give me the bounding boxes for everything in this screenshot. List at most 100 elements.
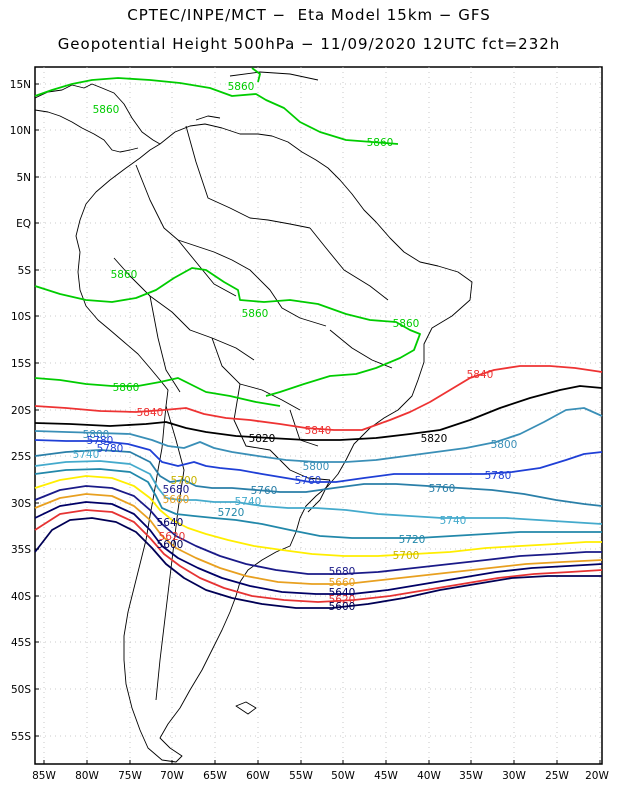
chart-title: CPTEC/INPE/MCT − Eta Model 15km − GFS	[127, 6, 491, 24]
lat-label: 55S	[11, 731, 31, 743]
lat-label: 15N	[10, 79, 31, 91]
contour-label-5620: 5620	[159, 531, 186, 543]
contour-label-5860: 5860	[93, 104, 120, 116]
contour-label-5800: 5800	[491, 439, 518, 451]
contour-label-5600: 5600	[157, 539, 184, 551]
coast-central-america-pacific	[34, 109, 139, 153]
lat-label: 10N	[10, 125, 31, 137]
contour-5820	[34, 385, 603, 441]
lat-label: 25S	[11, 451, 31, 463]
coast-caribbean-islands	[229, 71, 319, 81]
border	[135, 164, 251, 271]
contour-label-5740: 5740	[73, 449, 100, 461]
border	[309, 227, 389, 301]
lat-label: 40S	[11, 591, 31, 603]
map-frame	[34, 66, 603, 765]
contour-label-5680: 5680	[329, 566, 356, 578]
coast-central-america	[34, 83, 161, 145]
contour-label-5860: 5860	[113, 382, 140, 394]
lon-label: 65W	[203, 770, 227, 782]
border	[149, 295, 181, 393]
lon-label: 30W	[502, 770, 526, 782]
contour-5860	[34, 267, 421, 397]
border	[329, 329, 393, 369]
border	[233, 383, 331, 481]
contour-label-5760: 5760	[429, 483, 456, 495]
contour-label-5860: 5860	[111, 269, 138, 281]
contour-label-5640: 5640	[329, 587, 356, 599]
lon-label: 85W	[32, 770, 56, 782]
lat-label: 5S	[18, 265, 32, 277]
contour-5660	[34, 493, 603, 585]
lon-label: 35W	[459, 770, 483, 782]
contour-label-5800: 5800	[83, 429, 110, 441]
lon-label: 70W	[160, 770, 184, 782]
lon-label: 25W	[545, 770, 569, 782]
border	[177, 239, 237, 297]
coast-south-america	[75, 123, 473, 763]
contour-5760	[34, 449, 603, 507]
contour-5600	[34, 517, 602, 609]
contour-label-5860: 5860	[228, 81, 255, 93]
contour-label-5840: 5840	[467, 369, 494, 381]
contour-label-5600: 5600	[329, 601, 356, 613]
contour-label-5800: 5800	[303, 461, 330, 473]
chart-subtitle: Geopotential Height 500hPa − 11/09/2020 …	[57, 35, 561, 53]
lon-label: 80W	[75, 770, 99, 782]
contour-label-5720: 5720	[218, 507, 245, 519]
coast-falklands	[235, 701, 257, 715]
lon-label: 75W	[118, 770, 142, 782]
contour-label-5820: 5820	[249, 433, 276, 445]
contour-label-5760: 5760	[295, 475, 322, 487]
lat-label: EQ	[16, 218, 31, 230]
contour-label-5660: 5660	[329, 577, 356, 589]
contour-5740	[34, 460, 603, 525]
contour-label-5700: 5700	[393, 550, 420, 562]
contour-label-5640: 5640	[157, 517, 184, 529]
contour-label-5620: 5620	[329, 594, 356, 606]
contour-label-5700: 5700	[171, 475, 198, 487]
border	[249, 269, 327, 327]
contour-5860	[34, 377, 281, 407]
lat-label: 20S	[11, 405, 31, 417]
contour-label-5780: 5780	[97, 443, 124, 455]
lat-label: 35S	[11, 544, 31, 556]
contour-5620	[34, 509, 603, 603]
contour-label-5780: 5780	[87, 435, 114, 447]
lon-label: 40W	[417, 770, 441, 782]
contour-5780	[34, 439, 603, 483]
contour-5720	[34, 468, 602, 539]
contour-5640	[34, 501, 603, 595]
contour-label-5860: 5860	[367, 137, 394, 149]
lon-label: 50W	[331, 770, 355, 782]
contour-5680	[34, 485, 602, 575]
contour-label-5840: 5840	[305, 425, 332, 437]
contour-label-5840: 5840	[137, 407, 164, 419]
contour-label-5860: 5860	[242, 308, 269, 320]
lat-label: 5N	[16, 172, 31, 184]
lat-label: 15S	[11, 358, 31, 370]
lon-label: 60W	[246, 770, 270, 782]
lat-label: 30S	[11, 498, 31, 510]
lat-label: 45S	[11, 637, 31, 649]
coastlines	[34, 71, 473, 763]
lat-label: 10S	[11, 311, 31, 323]
contour-5840	[34, 365, 603, 431]
lon-label: 55W	[289, 770, 313, 782]
lon-label: 45W	[374, 770, 398, 782]
contour-label-5740: 5740	[440, 515, 467, 527]
contour-5860	[251, 67, 261, 83]
contour-5700	[34, 475, 602, 557]
contour-label-5860: 5860	[393, 318, 420, 330]
contour-label-5820: 5820	[421, 433, 448, 445]
lon-label: 20W	[585, 770, 609, 782]
contour-5800	[34, 407, 603, 463]
contour-label-5760: 5760	[251, 485, 278, 497]
lat-label: 50S	[11, 684, 31, 696]
contour-label-5660: 5660	[163, 494, 190, 506]
contour-5860	[34, 77, 399, 145]
border	[185, 125, 311, 229]
contour-label-5780: 5780	[485, 470, 512, 482]
contour-label-5680: 5680	[163, 484, 190, 496]
